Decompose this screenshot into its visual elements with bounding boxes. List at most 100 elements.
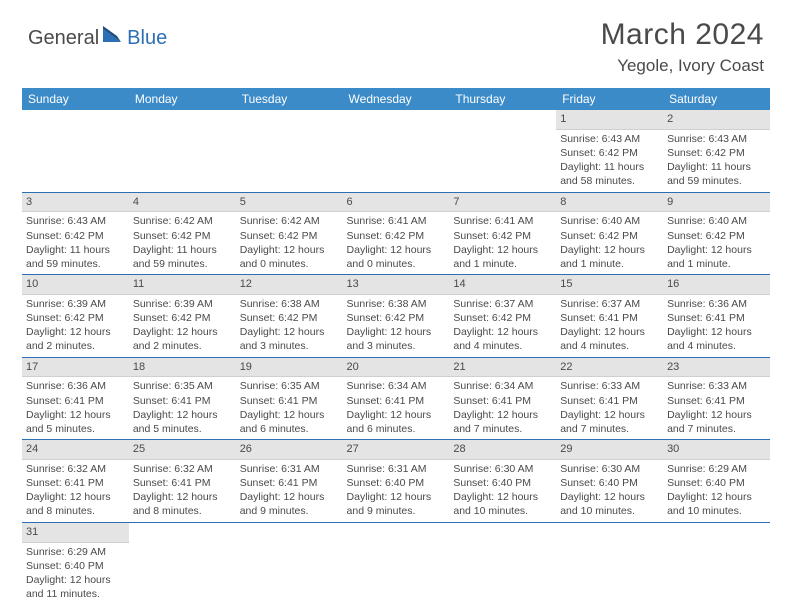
day-number: 19	[236, 358, 343, 378]
day-cell: 9Sunrise: 6:40 AMSunset: 6:42 PMDaylight…	[663, 192, 770, 275]
week-row: 3Sunrise: 6:43 AMSunset: 6:42 PMDaylight…	[22, 192, 770, 275]
day-cell: 15Sunrise: 6:37 AMSunset: 6:41 PMDayligh…	[556, 275, 663, 358]
month-title: March 2024	[601, 18, 764, 52]
day-header-monday: Monday	[129, 88, 236, 110]
brand-flag-icon	[103, 26, 125, 47]
header: General Blue March 2024 Yegole, Ivory Co…	[0, 0, 792, 82]
day-body: Sunrise: 6:33 AMSunset: 6:41 PMDaylight:…	[556, 377, 663, 439]
day-cell: 21Sunrise: 6:34 AMSunset: 6:41 PMDayligh…	[449, 357, 556, 440]
day-number: 14	[449, 275, 556, 295]
day-number: 30	[663, 440, 770, 460]
day-body: Sunrise: 6:41 AMSunset: 6:42 PMDaylight:…	[343, 212, 450, 274]
day-body: Sunrise: 6:29 AMSunset: 6:40 PMDaylight:…	[22, 543, 129, 605]
day-cell: ..	[129, 110, 236, 192]
day-body: Sunrise: 6:39 AMSunset: 6:42 PMDaylight:…	[22, 295, 129, 357]
day-number: 5	[236, 193, 343, 213]
week-row: 10Sunrise: 6:39 AMSunset: 6:42 PMDayligh…	[22, 275, 770, 358]
day-cell: 5Sunrise: 6:42 AMSunset: 6:42 PMDaylight…	[236, 192, 343, 275]
day-cell: ..	[556, 522, 663, 604]
day-number: 2	[663, 110, 770, 130]
day-cell: ..	[449, 110, 556, 192]
day-cell: 28Sunrise: 6:30 AMSunset: 6:40 PMDayligh…	[449, 440, 556, 523]
day-body: Sunrise: 6:41 AMSunset: 6:42 PMDaylight:…	[449, 212, 556, 274]
brand-logo: General Blue	[28, 26, 167, 51]
day-number: 3	[22, 193, 129, 213]
day-cell: 8Sunrise: 6:40 AMSunset: 6:42 PMDaylight…	[556, 192, 663, 275]
day-cell: 14Sunrise: 6:37 AMSunset: 6:42 PMDayligh…	[449, 275, 556, 358]
day-number: 13	[343, 275, 450, 295]
day-body: Sunrise: 6:42 AMSunset: 6:42 PMDaylight:…	[129, 212, 236, 274]
day-cell: 7Sunrise: 6:41 AMSunset: 6:42 PMDaylight…	[449, 192, 556, 275]
week-row: 24Sunrise: 6:32 AMSunset: 6:41 PMDayligh…	[22, 440, 770, 523]
day-number: 9	[663, 193, 770, 213]
day-number: 27	[343, 440, 450, 460]
day-number: 16	[663, 275, 770, 295]
day-cell: 18Sunrise: 6:35 AMSunset: 6:41 PMDayligh…	[129, 357, 236, 440]
day-body: Sunrise: 6:29 AMSunset: 6:40 PMDaylight:…	[663, 460, 770, 522]
day-cell: 10Sunrise: 6:39 AMSunset: 6:42 PMDayligh…	[22, 275, 129, 358]
day-body: Sunrise: 6:39 AMSunset: 6:42 PMDaylight:…	[129, 295, 236, 357]
day-number: 20	[343, 358, 450, 378]
day-cell: 12Sunrise: 6:38 AMSunset: 6:42 PMDayligh…	[236, 275, 343, 358]
day-body: Sunrise: 6:30 AMSunset: 6:40 PMDaylight:…	[556, 460, 663, 522]
calendar-table: SundayMondayTuesdayWednesdayThursdayFrid…	[22, 88, 770, 604]
day-body: Sunrise: 6:38 AMSunset: 6:42 PMDaylight:…	[343, 295, 450, 357]
day-body: Sunrise: 6:32 AMSunset: 6:41 PMDaylight:…	[22, 460, 129, 522]
week-row: 17Sunrise: 6:36 AMSunset: 6:41 PMDayligh…	[22, 357, 770, 440]
day-body: Sunrise: 6:43 AMSunset: 6:42 PMDaylight:…	[22, 212, 129, 274]
day-cell: 17Sunrise: 6:36 AMSunset: 6:41 PMDayligh…	[22, 357, 129, 440]
day-cell: 19Sunrise: 6:35 AMSunset: 6:41 PMDayligh…	[236, 357, 343, 440]
day-number: 6	[343, 193, 450, 213]
day-cell: 31Sunrise: 6:29 AMSunset: 6:40 PMDayligh…	[22, 522, 129, 604]
day-number: 10	[22, 275, 129, 295]
day-number: 24	[22, 440, 129, 460]
day-body: Sunrise: 6:40 AMSunset: 6:42 PMDaylight:…	[556, 212, 663, 274]
day-header-saturday: Saturday	[663, 88, 770, 110]
day-cell: 22Sunrise: 6:33 AMSunset: 6:41 PMDayligh…	[556, 357, 663, 440]
day-number: 7	[449, 193, 556, 213]
day-body: Sunrise: 6:40 AMSunset: 6:42 PMDaylight:…	[663, 212, 770, 274]
day-cell: ..	[236, 110, 343, 192]
day-header-row: SundayMondayTuesdayWednesdayThursdayFrid…	[22, 88, 770, 110]
day-number: 17	[22, 358, 129, 378]
day-cell: 13Sunrise: 6:38 AMSunset: 6:42 PMDayligh…	[343, 275, 450, 358]
day-body: Sunrise: 6:42 AMSunset: 6:42 PMDaylight:…	[236, 212, 343, 274]
day-body: Sunrise: 6:34 AMSunset: 6:41 PMDaylight:…	[449, 377, 556, 439]
day-number: 23	[663, 358, 770, 378]
day-cell: 30Sunrise: 6:29 AMSunset: 6:40 PMDayligh…	[663, 440, 770, 523]
day-number: 11	[129, 275, 236, 295]
day-number: 25	[129, 440, 236, 460]
day-cell: 3Sunrise: 6:43 AMSunset: 6:42 PMDaylight…	[22, 192, 129, 275]
day-cell: 1Sunrise: 6:43 AMSunset: 6:42 PMDaylight…	[556, 110, 663, 192]
day-body: Sunrise: 6:37 AMSunset: 6:42 PMDaylight:…	[449, 295, 556, 357]
day-number: 26	[236, 440, 343, 460]
day-number: 18	[129, 358, 236, 378]
day-cell: 4Sunrise: 6:42 AMSunset: 6:42 PMDaylight…	[129, 192, 236, 275]
day-cell: ..	[22, 110, 129, 192]
day-cell: 16Sunrise: 6:36 AMSunset: 6:41 PMDayligh…	[663, 275, 770, 358]
day-number: 15	[556, 275, 663, 295]
day-cell: 23Sunrise: 6:33 AMSunset: 6:41 PMDayligh…	[663, 357, 770, 440]
day-header-friday: Friday	[556, 88, 663, 110]
day-header-sunday: Sunday	[22, 88, 129, 110]
week-row: ..........1Sunrise: 6:43 AMSunset: 6:42 …	[22, 110, 770, 192]
day-cell: ..	[343, 522, 450, 604]
day-body: Sunrise: 6:36 AMSunset: 6:41 PMDaylight:…	[663, 295, 770, 357]
day-cell: 20Sunrise: 6:34 AMSunset: 6:41 PMDayligh…	[343, 357, 450, 440]
day-body: Sunrise: 6:33 AMSunset: 6:41 PMDaylight:…	[663, 377, 770, 439]
day-body: Sunrise: 6:43 AMSunset: 6:42 PMDaylight:…	[663, 130, 770, 192]
day-number: 4	[129, 193, 236, 213]
week-row: 31Sunrise: 6:29 AMSunset: 6:40 PMDayligh…	[22, 522, 770, 604]
day-cell: 24Sunrise: 6:32 AMSunset: 6:41 PMDayligh…	[22, 440, 129, 523]
day-body: Sunrise: 6:38 AMSunset: 6:42 PMDaylight:…	[236, 295, 343, 357]
day-body: Sunrise: 6:31 AMSunset: 6:40 PMDaylight:…	[343, 460, 450, 522]
day-cell: 27Sunrise: 6:31 AMSunset: 6:40 PMDayligh…	[343, 440, 450, 523]
day-cell: ..	[236, 522, 343, 604]
day-header-wednesday: Wednesday	[343, 88, 450, 110]
brand-part1: General	[28, 27, 99, 50]
day-cell: 29Sunrise: 6:30 AMSunset: 6:40 PMDayligh…	[556, 440, 663, 523]
title-block: March 2024 Yegole, Ivory Coast	[601, 18, 764, 76]
day-cell: 25Sunrise: 6:32 AMSunset: 6:41 PMDayligh…	[129, 440, 236, 523]
day-body: Sunrise: 6:35 AMSunset: 6:41 PMDaylight:…	[129, 377, 236, 439]
day-body: Sunrise: 6:32 AMSunset: 6:41 PMDaylight:…	[129, 460, 236, 522]
